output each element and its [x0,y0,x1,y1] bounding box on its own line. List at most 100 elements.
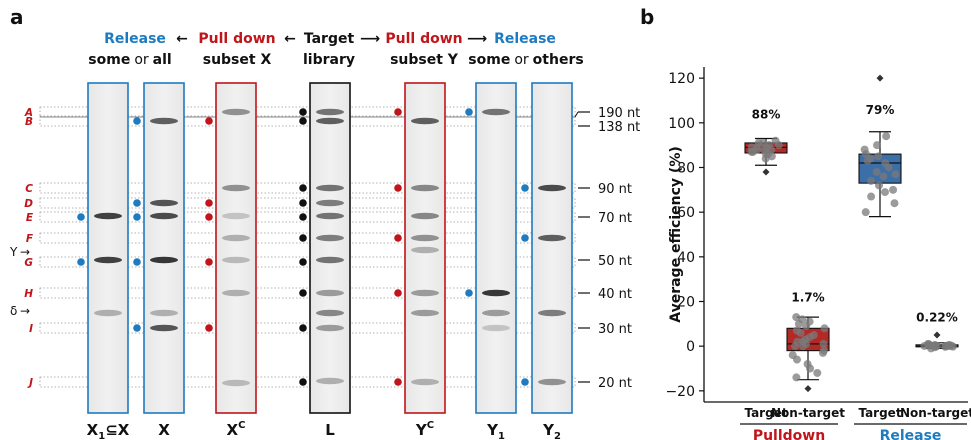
gel-band [411,234,439,242]
data-point [873,141,882,150]
lane-label-sub: 1 [498,431,505,440]
data-point [874,152,883,161]
lane-marker-dot [394,108,402,116]
gel-band [411,184,439,192]
lane-label: Y1 [486,421,505,440]
gel-band [94,212,122,220]
gel-band [538,184,566,192]
gel-band [411,246,439,254]
row-letter: A [24,107,33,119]
row-guide [39,211,576,223]
group-label: Release [880,428,942,440]
size-marker-label: 190 nt [598,106,640,121]
arrow-left-2: ← [284,31,296,47]
gel-band [150,212,178,220]
gel-band [482,108,510,116]
header-pulldown-right: Pull down [385,31,462,47]
gel-band [482,324,510,332]
y-tick-label: 100 [668,116,695,132]
lane-label-extra: ⊆X [105,421,130,439]
data-point [792,313,801,322]
lane-marker-dot [133,213,141,221]
gel-band [94,309,122,317]
gel-band [411,309,439,317]
gel-band [316,377,344,385]
lane-label-sub: 2 [554,431,561,440]
boxplot-panel: −20 0 20 40 60 80 100 120 Average efficiency (%)… [665,67,971,440]
size-marker-label: 20 nt [598,376,632,391]
data-point [792,373,801,382]
gel-band [538,309,566,317]
gel-band [222,184,250,192]
gel-lane [532,83,572,413]
lane-marker-dot [133,199,141,207]
header-or-right: or [514,52,529,68]
header-some-left: some [88,52,130,68]
header-others: others [533,52,584,68]
lane-marker-dot [299,234,307,242]
lane-frame [309,82,351,414]
lane-marker-dot [299,117,307,125]
x-category-label: Target [858,406,901,420]
gel-band [316,184,344,192]
gel-band [316,234,344,242]
header-all: all [153,52,172,68]
gel-band [150,324,178,332]
gel-band [222,289,250,297]
panel-a-label: a [10,5,24,29]
data-point [820,324,829,333]
header-release-left: Release [104,31,166,47]
gel-band [150,309,178,317]
header-library: library [303,52,355,68]
gel-band [316,289,344,297]
data-point [925,341,934,350]
data-point [861,208,870,217]
header-subset-x: subset X [203,52,272,68]
row-guide [39,182,576,194]
lane-label-sub: 1 [98,431,105,440]
lane-marker-dot [521,378,529,386]
group-label: Pulldown [753,428,825,440]
lane-marker-dot [77,213,85,221]
gel-lane [216,83,256,413]
lane-marker-dot [299,258,307,266]
row-guide [39,197,576,209]
data-point [890,199,899,208]
lane-frame [531,82,573,414]
data-point [771,136,780,145]
row-guide [39,115,576,127]
lane-frame [404,82,446,414]
lane-marker-dot [299,378,307,386]
box-annotation: 88% [752,107,781,121]
data-point [798,337,807,346]
row-letter: J [27,377,33,389]
lane-marker-dot [394,289,402,297]
arrow-right-1: ⟶ [360,31,380,47]
data-point [930,341,939,350]
outlier-point [762,168,770,176]
gel-band [150,117,178,125]
lane-marker-dot [465,108,473,116]
gel-band [316,212,344,220]
gel-band [150,199,178,207]
lane-frame [143,82,185,414]
y-axis-label: Average efficiency (%) [668,146,684,323]
gel-band [316,324,344,332]
row-letter: G [24,257,33,269]
header-some-or-all: some or all [88,52,171,68]
lane-marker-dot [133,258,141,266]
data-point [803,360,812,369]
lane-marker-dot [521,234,529,242]
size-marker-connector [574,111,579,118]
panel-b-label: b [640,5,654,29]
row-guide [39,376,576,388]
lane-label: L [325,421,335,439]
lane-label-main: X [87,421,99,439]
gel-band [94,256,122,264]
lane-marker-dot [133,117,141,125]
data-point [882,132,891,141]
data-point [805,317,814,326]
lane-marker-dot [205,324,213,332]
